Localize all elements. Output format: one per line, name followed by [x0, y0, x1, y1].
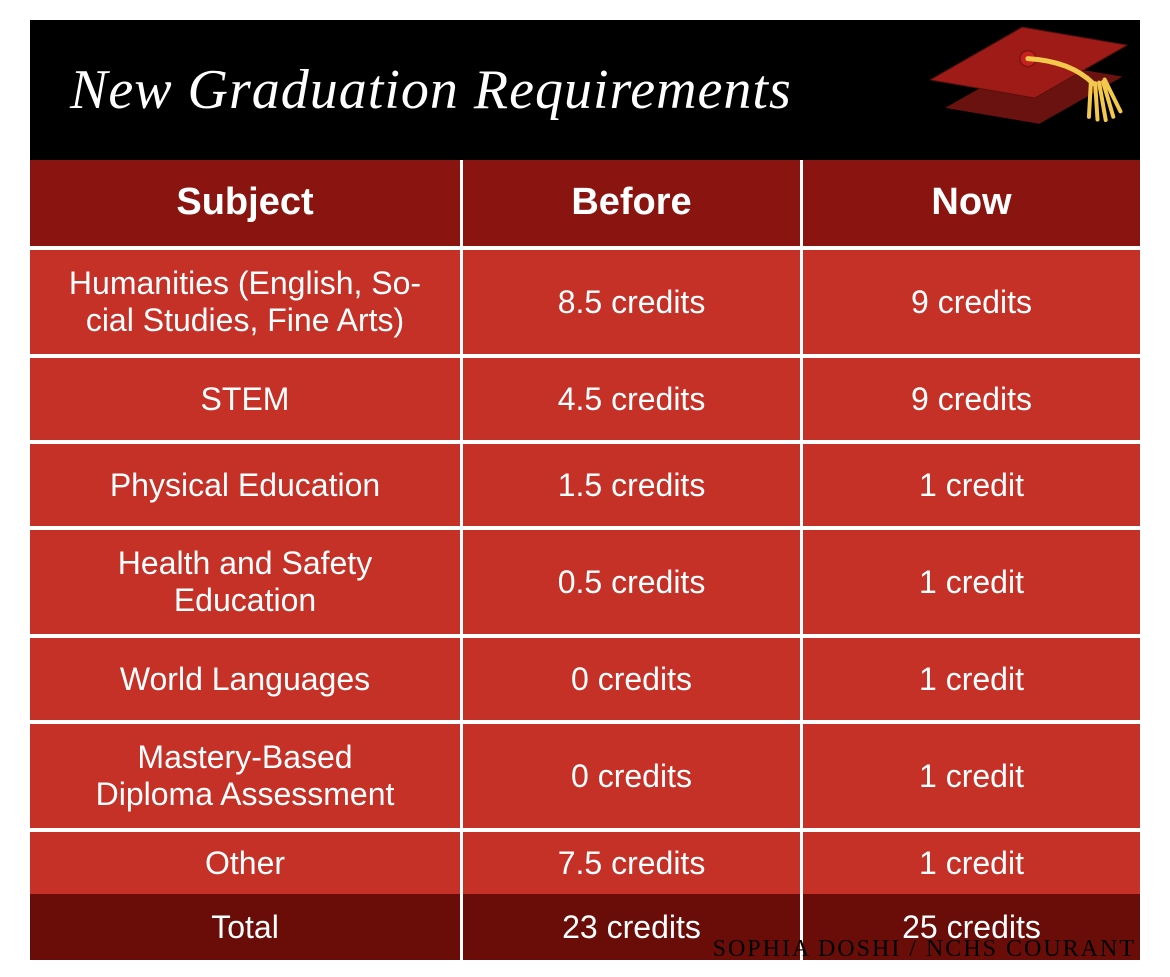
- cell-now: 1 credit: [800, 638, 1140, 720]
- col-header-before: Before: [460, 160, 800, 246]
- cell-subject: Physical Education: [30, 444, 460, 526]
- table-row-other: Other 7.5 credits 1 credit: [30, 828, 1140, 894]
- cell-before: 0.5 credits: [460, 530, 800, 634]
- grad-cap-icon: [910, 10, 1150, 150]
- cell-subject: World Languages: [30, 638, 460, 720]
- table-row: World Languages0 credits1 credit: [30, 634, 1140, 720]
- title-banner: New Graduation Requirements: [30, 20, 1140, 160]
- cell-now: 1 credit: [800, 724, 1140, 828]
- cell-subject: Other: [30, 832, 460, 894]
- cell-before: 8.5 credits: [460, 250, 800, 354]
- cell-now: 1 credit: [800, 530, 1140, 634]
- cell-subject: STEM: [30, 358, 460, 440]
- cell-before: 0 credits: [460, 638, 800, 720]
- cell-now: 1 credit: [800, 832, 1140, 894]
- infographic-container: New Graduation Requirements: [30, 20, 1140, 960]
- cell-subject: Health and Safety Education: [30, 530, 460, 634]
- cell-now: 9 credits: [800, 358, 1140, 440]
- table-row: Humanities (English, So- cial Studies, F…: [30, 246, 1140, 354]
- cell-now: 1 credit: [800, 444, 1140, 526]
- cell-subject: Mastery-Based Diploma Assessment: [30, 724, 460, 828]
- cell-subject: Total: [30, 894, 460, 960]
- cell-before: 7.5 credits: [460, 832, 800, 894]
- cell-before: 4.5 credits: [460, 358, 800, 440]
- table-row: Health and Safety Education0.5 credits1 …: [30, 526, 1140, 634]
- table-row: STEM4.5 credits9 credits: [30, 354, 1140, 440]
- table-row: Mastery-Based Diploma Assessment0 credit…: [30, 720, 1140, 828]
- title-text: New Graduation Requirements: [70, 58, 792, 122]
- image-credit: SOPHIA DOSHI / NCHS COURANT: [713, 936, 1136, 963]
- requirements-table: Subject Before Now Humanities (English, …: [30, 160, 1140, 960]
- cell-before: 1.5 credits: [460, 444, 800, 526]
- cell-before: 0 credits: [460, 724, 800, 828]
- table-header-row: Subject Before Now: [30, 160, 1140, 246]
- table-row: Physical Education1.5 credits1 credit: [30, 440, 1140, 526]
- col-header-subject: Subject: [30, 160, 460, 246]
- col-header-now: Now: [800, 160, 1140, 246]
- cell-subject: Humanities (English, So- cial Studies, F…: [30, 250, 460, 354]
- cell-now: 9 credits: [800, 250, 1140, 354]
